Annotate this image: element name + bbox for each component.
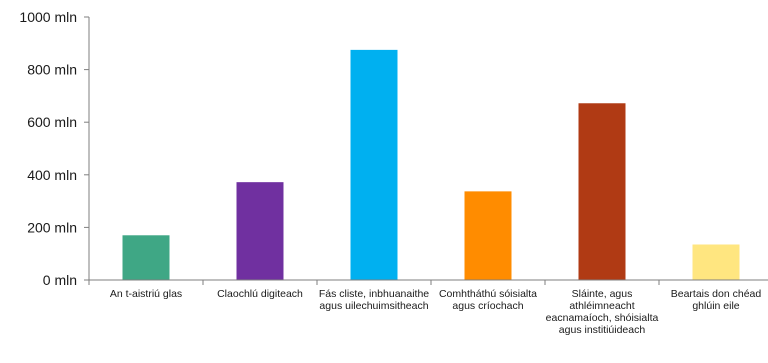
bar <box>350 49 398 280</box>
x-tick-label: An t-aistriú glas <box>109 288 183 300</box>
y-tick-label: 0 mln <box>43 272 77 288</box>
x-tick-label: Fás cliste, inbhuanaithe agus uilechuims… <box>318 288 430 312</box>
x-tick-label: Beartais don chéad ghlúin eile <box>670 288 762 312</box>
x-tick-label: Sláinte, agus athléimneacht eacnamaíoch,… <box>545 288 659 336</box>
y-tick-label: 800 mln <box>27 62 77 78</box>
bar <box>578 103 626 280</box>
x-tick-label: Claochlú digiteach <box>217 288 303 300</box>
bar <box>692 244 740 280</box>
bar <box>236 182 284 280</box>
y-tick-label: 1000 mln <box>19 9 77 25</box>
bar <box>122 235 170 280</box>
x-axis-ticks <box>88 280 660 285</box>
y-tick-label: 200 mln <box>27 219 77 235</box>
bars <box>122 49 740 280</box>
x-tick-label: Comhtháthú sóisialta agus críochach <box>438 288 538 312</box>
y-axis: 0 mln 200 mln 400 mln 600 mln 800 mln 1000 ml… <box>19 9 89 288</box>
bar <box>464 191 512 280</box>
y-tick-label: 400 mln <box>27 167 77 183</box>
y-tick-label: 600 mln <box>27 114 77 130</box>
